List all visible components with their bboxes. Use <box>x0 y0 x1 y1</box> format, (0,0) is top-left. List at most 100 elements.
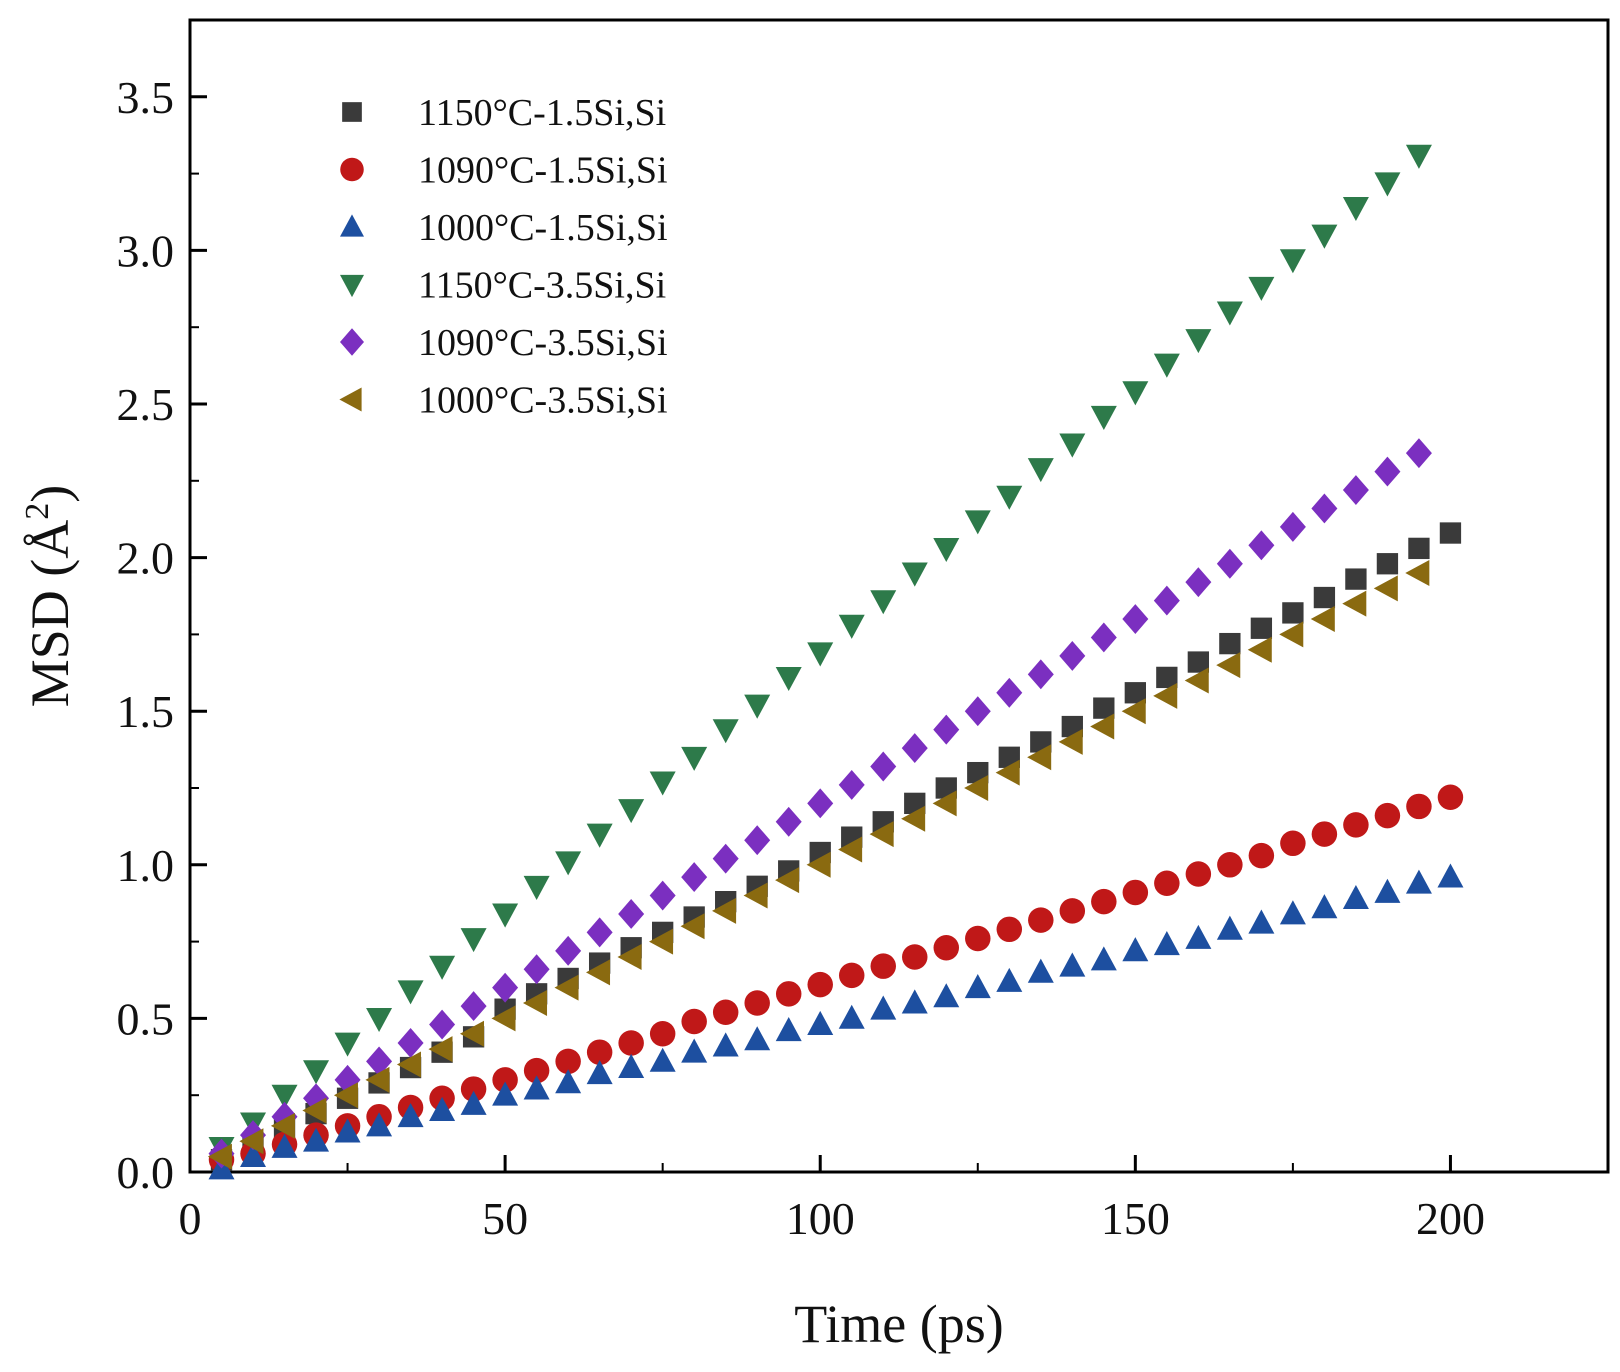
data-point <box>744 825 771 856</box>
data-point <box>743 882 768 909</box>
data-point <box>1187 651 1210 673</box>
series-2 <box>208 784 1464 1173</box>
data-point <box>1439 522 1462 544</box>
data-point <box>964 974 991 999</box>
series-4 <box>208 144 1432 1162</box>
data-point <box>240 1142 267 1168</box>
data-point <box>1153 931 1180 956</box>
data-point <box>996 485 1023 510</box>
data-point <box>586 917 613 948</box>
data-point <box>1153 682 1178 709</box>
y-tick-label: 0.5 <box>117 993 175 1044</box>
data-point <box>1216 652 1241 679</box>
data-point <box>681 1038 708 1063</box>
data-point <box>1059 898 1086 924</box>
data-point <box>869 821 894 848</box>
data-point <box>744 1026 771 1051</box>
data-point <box>523 954 550 985</box>
data-point <box>681 746 708 771</box>
legend-label: 1150°C-3.5Si,Si <box>418 265 666 307</box>
data-point <box>1217 852 1243 878</box>
data-point <box>1090 946 1117 971</box>
data-point <box>1093 697 1115 719</box>
data-point <box>1185 924 1212 949</box>
data-point <box>460 1076 487 1102</box>
data-point <box>1374 802 1401 829</box>
data-point <box>996 967 1023 992</box>
data-point <box>303 1127 330 1152</box>
data-point <box>523 1075 550 1100</box>
legend-entry: 1090°C-3.5Si,Si <box>340 322 668 364</box>
data-point <box>1058 728 1083 755</box>
data-point <box>334 1118 361 1143</box>
y-tick-label: 2.0 <box>117 533 175 584</box>
data-point <box>1342 475 1369 505</box>
data-point <box>1406 793 1432 820</box>
data-point <box>838 769 865 800</box>
legend-label: 1150°C-1.5Si,Si <box>418 92 666 134</box>
data-point <box>1091 888 1117 915</box>
data-point <box>775 981 802 1007</box>
data-point <box>1408 537 1430 560</box>
data-point <box>995 759 1020 786</box>
data-point <box>1376 553 1399 575</box>
data-point <box>712 999 739 1025</box>
data-point <box>807 642 834 667</box>
data-point <box>271 1133 298 1158</box>
data-point <box>1156 666 1178 689</box>
data-point <box>1216 301 1243 326</box>
data-point <box>965 925 991 952</box>
data-point <box>428 1036 453 1063</box>
data-point <box>1248 530 1275 561</box>
data-point <box>555 935 582 966</box>
data-point <box>555 1069 582 1094</box>
data-point <box>681 1008 707 1035</box>
data-point <box>1122 879 1149 906</box>
data-point <box>1250 617 1273 639</box>
data-point <box>1248 909 1275 934</box>
data-point <box>396 1051 421 1078</box>
data-point <box>586 823 613 848</box>
data-point <box>1154 870 1180 896</box>
data-point <box>1027 659 1054 690</box>
data-point <box>1090 622 1117 653</box>
data-point <box>1405 559 1430 586</box>
data-point <box>996 916 1023 943</box>
data-point <box>1343 812 1369 838</box>
data-point <box>1373 575 1398 602</box>
x-tick-label: 0 <box>179 1193 202 1244</box>
data-point <box>933 714 960 745</box>
y-tick-label: 1.5 <box>117 686 175 737</box>
data-point <box>933 537 960 563</box>
data-point <box>1090 713 1115 740</box>
data-point <box>429 1096 456 1121</box>
legend-label: 1000°C-1.5Si,Si <box>418 207 668 249</box>
y-axis-title-close: ) <box>20 485 80 503</box>
data-point <box>870 953 896 979</box>
data-point <box>996 677 1023 708</box>
data-point <box>1374 456 1401 487</box>
data-point <box>1122 937 1149 962</box>
data-point <box>397 980 424 1005</box>
x-tick-label: 50 <box>482 1193 528 1244</box>
data-point <box>964 510 991 535</box>
series-1 <box>210 522 1462 1171</box>
data-point <box>1184 667 1209 694</box>
data-point <box>901 805 926 832</box>
series-layer <box>207 144 1464 1180</box>
data-point <box>838 962 865 989</box>
data-point <box>870 995 897 1020</box>
x-tick-label: 200 <box>1416 1193 1485 1244</box>
data-point <box>712 719 739 744</box>
data-point <box>334 1032 361 1057</box>
data-point <box>932 790 957 817</box>
plot-frame <box>188 18 1610 1174</box>
data-point <box>1279 249 1306 274</box>
data-point <box>1345 568 1367 590</box>
data-point <box>429 1009 456 1040</box>
data-point <box>333 1082 358 1109</box>
data-point <box>1311 224 1338 249</box>
data-point <box>1311 894 1338 919</box>
data-point <box>649 928 674 955</box>
